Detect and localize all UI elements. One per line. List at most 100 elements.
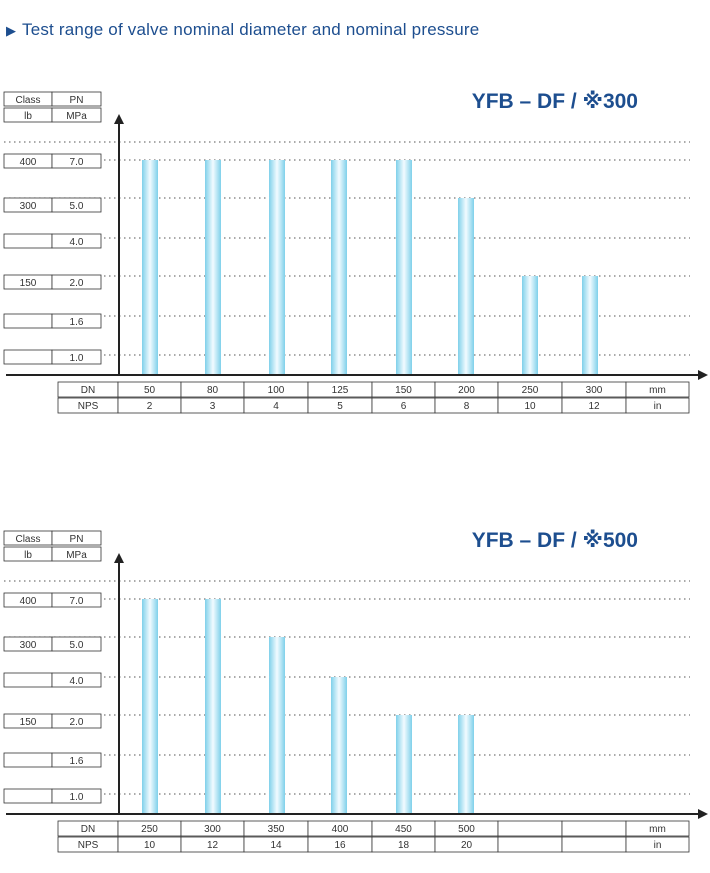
x-tick-label: 400 — [332, 824, 349, 835]
header-cell — [51, 530, 102, 546]
bar — [331, 677, 347, 814]
x-tick-label: 8 — [464, 401, 470, 412]
x-tick-label: 150 — [395, 385, 412, 396]
x-axis-arrow — [698, 809, 708, 819]
header-label: lb — [24, 111, 32, 122]
x-tick-label: 20 — [461, 840, 473, 851]
pn-cell — [51, 313, 102, 329]
chart-title: YFB – DF / ※300 — [472, 90, 638, 113]
x-tick-label: 200 — [458, 385, 475, 396]
x-tick-label: 50 — [144, 385, 156, 396]
unit-label: in — [654, 401, 662, 412]
x-tick-label: 250 — [141, 824, 158, 835]
header-label: MPa — [66, 111, 87, 122]
pn-cell — [51, 636, 102, 652]
header-label: PN — [70, 534, 84, 545]
x-row-label: NPS — [78, 840, 99, 851]
x-tick-cell — [561, 820, 627, 837]
x-tick-label: 125 — [332, 385, 349, 396]
triangle-right-icon: ▶ — [6, 22, 16, 38]
bar — [205, 160, 221, 375]
pn-cell — [51, 672, 102, 688]
x-tick-cell — [497, 836, 563, 853]
pn-tick-label: 7.0 — [70, 596, 84, 607]
x-tick-label: 10 — [144, 840, 156, 851]
unit-cell — [625, 836, 690, 853]
bar — [205, 599, 221, 814]
pn-cell — [51, 349, 102, 365]
pn-tick-label: 5.0 — [70, 640, 84, 651]
unit-label: mm — [649, 824, 666, 835]
y-axis-arrow — [114, 114, 124, 124]
pn-tick-label: 4.0 — [70, 237, 84, 248]
section-heading: ▶ Test range of valve nominal diameter a… — [6, 20, 479, 40]
header-cell — [51, 546, 102, 562]
x-tick-label: 300 — [586, 385, 603, 396]
section-heading-text: Test range of valve nominal diameter and… — [22, 20, 480, 39]
class-tick-label: 400 — [20, 157, 37, 168]
pn-tick-label: 1.6 — [70, 756, 84, 767]
pn-tick-label: 5.0 — [70, 201, 84, 212]
bar — [582, 276, 598, 375]
header-label: MPa — [66, 550, 87, 561]
x-tick-label: 250 — [522, 385, 539, 396]
bar — [458, 198, 474, 375]
pn-tick-label: 2.0 — [70, 278, 84, 289]
pn-cell — [51, 153, 102, 169]
x-tick-label: 300 — [204, 824, 221, 835]
x-tick-label: 12 — [207, 840, 219, 851]
pn-tick-label: 1.0 — [70, 792, 84, 803]
header-cell — [51, 107, 102, 123]
bar — [269, 160, 285, 375]
class-tick-label: 150 — [20, 278, 37, 289]
class-cell — [3, 672, 53, 688]
pn-tick-label: 1.0 — [70, 353, 84, 364]
bar — [396, 715, 412, 814]
pn-cell — [51, 713, 102, 729]
header-label: Class — [15, 95, 40, 106]
x-tick-label: 80 — [207, 385, 219, 396]
x-tick-label: 100 — [268, 385, 285, 396]
unit-cell — [625, 820, 690, 837]
class-tick-label: 300 — [20, 201, 37, 212]
unit-cell — [625, 397, 690, 414]
bar — [142, 599, 158, 814]
pn-cell — [51, 752, 102, 768]
x-tick-label: 5 — [337, 401, 343, 412]
x-row-label: DN — [81, 824, 95, 835]
class-tick-label: 300 — [20, 640, 37, 651]
x-tick-label: 16 — [334, 840, 346, 851]
y-axis-arrow — [114, 553, 124, 563]
x-tick-cell — [561, 836, 627, 853]
bar — [458, 715, 474, 814]
class-tick-label: 400 — [20, 596, 37, 607]
bar — [522, 276, 538, 375]
x-tick-label: 12 — [588, 401, 600, 412]
chart-title: YFB – DF / ※500 — [472, 529, 638, 552]
header-label: PN — [70, 95, 84, 106]
pn-cell — [51, 592, 102, 608]
pn-tick-label: 1.6 — [70, 317, 84, 328]
pn-tick-label: 7.0 — [70, 157, 84, 168]
unit-cell — [625, 381, 690, 398]
x-tick-label: 2 — [147, 401, 153, 412]
bar — [142, 160, 158, 375]
bar — [269, 637, 285, 814]
pn-tick-label: 2.0 — [70, 717, 84, 728]
class-tick-label: 150 — [20, 717, 37, 728]
x-tick-label: 3 — [210, 401, 216, 412]
class-cell — [3, 752, 53, 768]
pn-cell — [51, 788, 102, 804]
class-cell — [3, 788, 53, 804]
unit-label: mm — [649, 385, 666, 396]
x-tick-label: 6 — [401, 401, 407, 412]
header-label: lb — [24, 550, 32, 561]
header-label: Class — [15, 534, 40, 545]
x-tick-cell — [497, 820, 563, 837]
x-tick-label: 500 — [458, 824, 475, 835]
header-cell — [51, 91, 102, 107]
unit-label: in — [654, 840, 662, 851]
pn-cell — [51, 274, 102, 290]
